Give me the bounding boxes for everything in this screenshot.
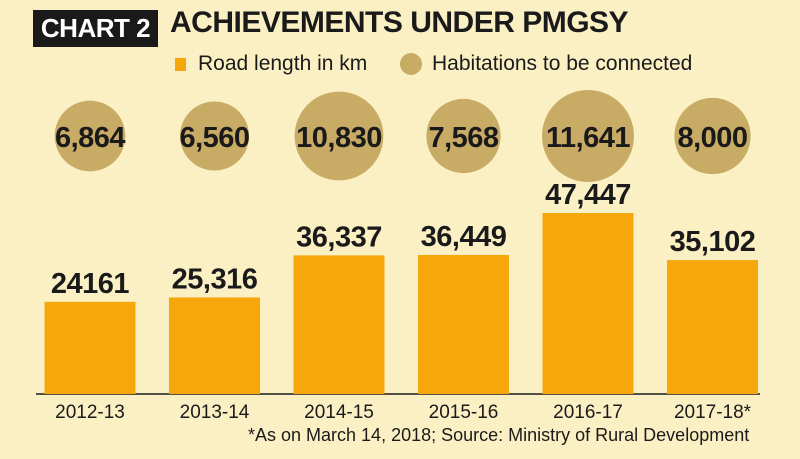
road-length-bar <box>293 255 385 394</box>
x-tick-label: 2015-16 <box>429 402 499 423</box>
road-length-bar <box>169 297 260 394</box>
chart-title: ACHIEVEMENTS UNDER PMGSY <box>170 6 629 39</box>
habitation-bubble <box>426 98 501 174</box>
bar-value-label: 36,337 <box>296 221 382 253</box>
legend-label-road-length: Road length in km <box>198 52 368 75</box>
bubble-value-label: 6,864 <box>55 122 125 154</box>
chart-tag: CHART 2 <box>40 13 151 43</box>
bubble-value-label: 11,641 <box>546 122 630 154</box>
bar-value-label: 24161 <box>51 268 130 300</box>
road-length-bar <box>418 254 509 394</box>
habitation-bubble <box>54 100 126 172</box>
habitation-bubble <box>179 101 250 171</box>
habitation-bubble <box>674 97 751 175</box>
x-tick-label: 2017-18* <box>674 402 752 423</box>
habitation-bubble <box>294 91 384 181</box>
road-length-bar <box>667 260 758 394</box>
legend-item-road-length: Road length in km <box>175 52 367 76</box>
x-tick-label: 2012-13 <box>55 402 125 423</box>
road-length-bar <box>44 301 136 394</box>
x-tick-label: 2014-15 <box>304 402 374 423</box>
bubble-value-label: 8,000 <box>677 122 747 154</box>
legend-item-habitations: Habitations to be connected <box>400 52 692 76</box>
bar-value-label: 25,316 <box>172 263 258 295</box>
footnote: *As on March 14, 2018; Source: Ministry … <box>248 425 750 445</box>
bar-value-label: 35,102 <box>670 226 756 258</box>
bubble-value-label: 7,568 <box>428 122 498 154</box>
x-tick-label: 2016-17 <box>553 402 623 423</box>
habitation-bubble <box>542 90 634 182</box>
chart-tag-box <box>33 10 158 47</box>
legend-bar-swatch <box>175 57 186 71</box>
x-tick-label: 2013-14 <box>180 402 250 423</box>
bubble-value-label: 10,830 <box>296 122 382 154</box>
legend-circle-swatch <box>400 53 422 75</box>
road-length-bar <box>542 213 634 394</box>
legend-label-habitations: Habitations to be connected <box>432 52 693 75</box>
bar-value-label: 36,449 <box>421 221 507 253</box>
bar-value-label: 47,447 <box>545 179 631 211</box>
bubble-value-label: 6,560 <box>179 122 249 154</box>
